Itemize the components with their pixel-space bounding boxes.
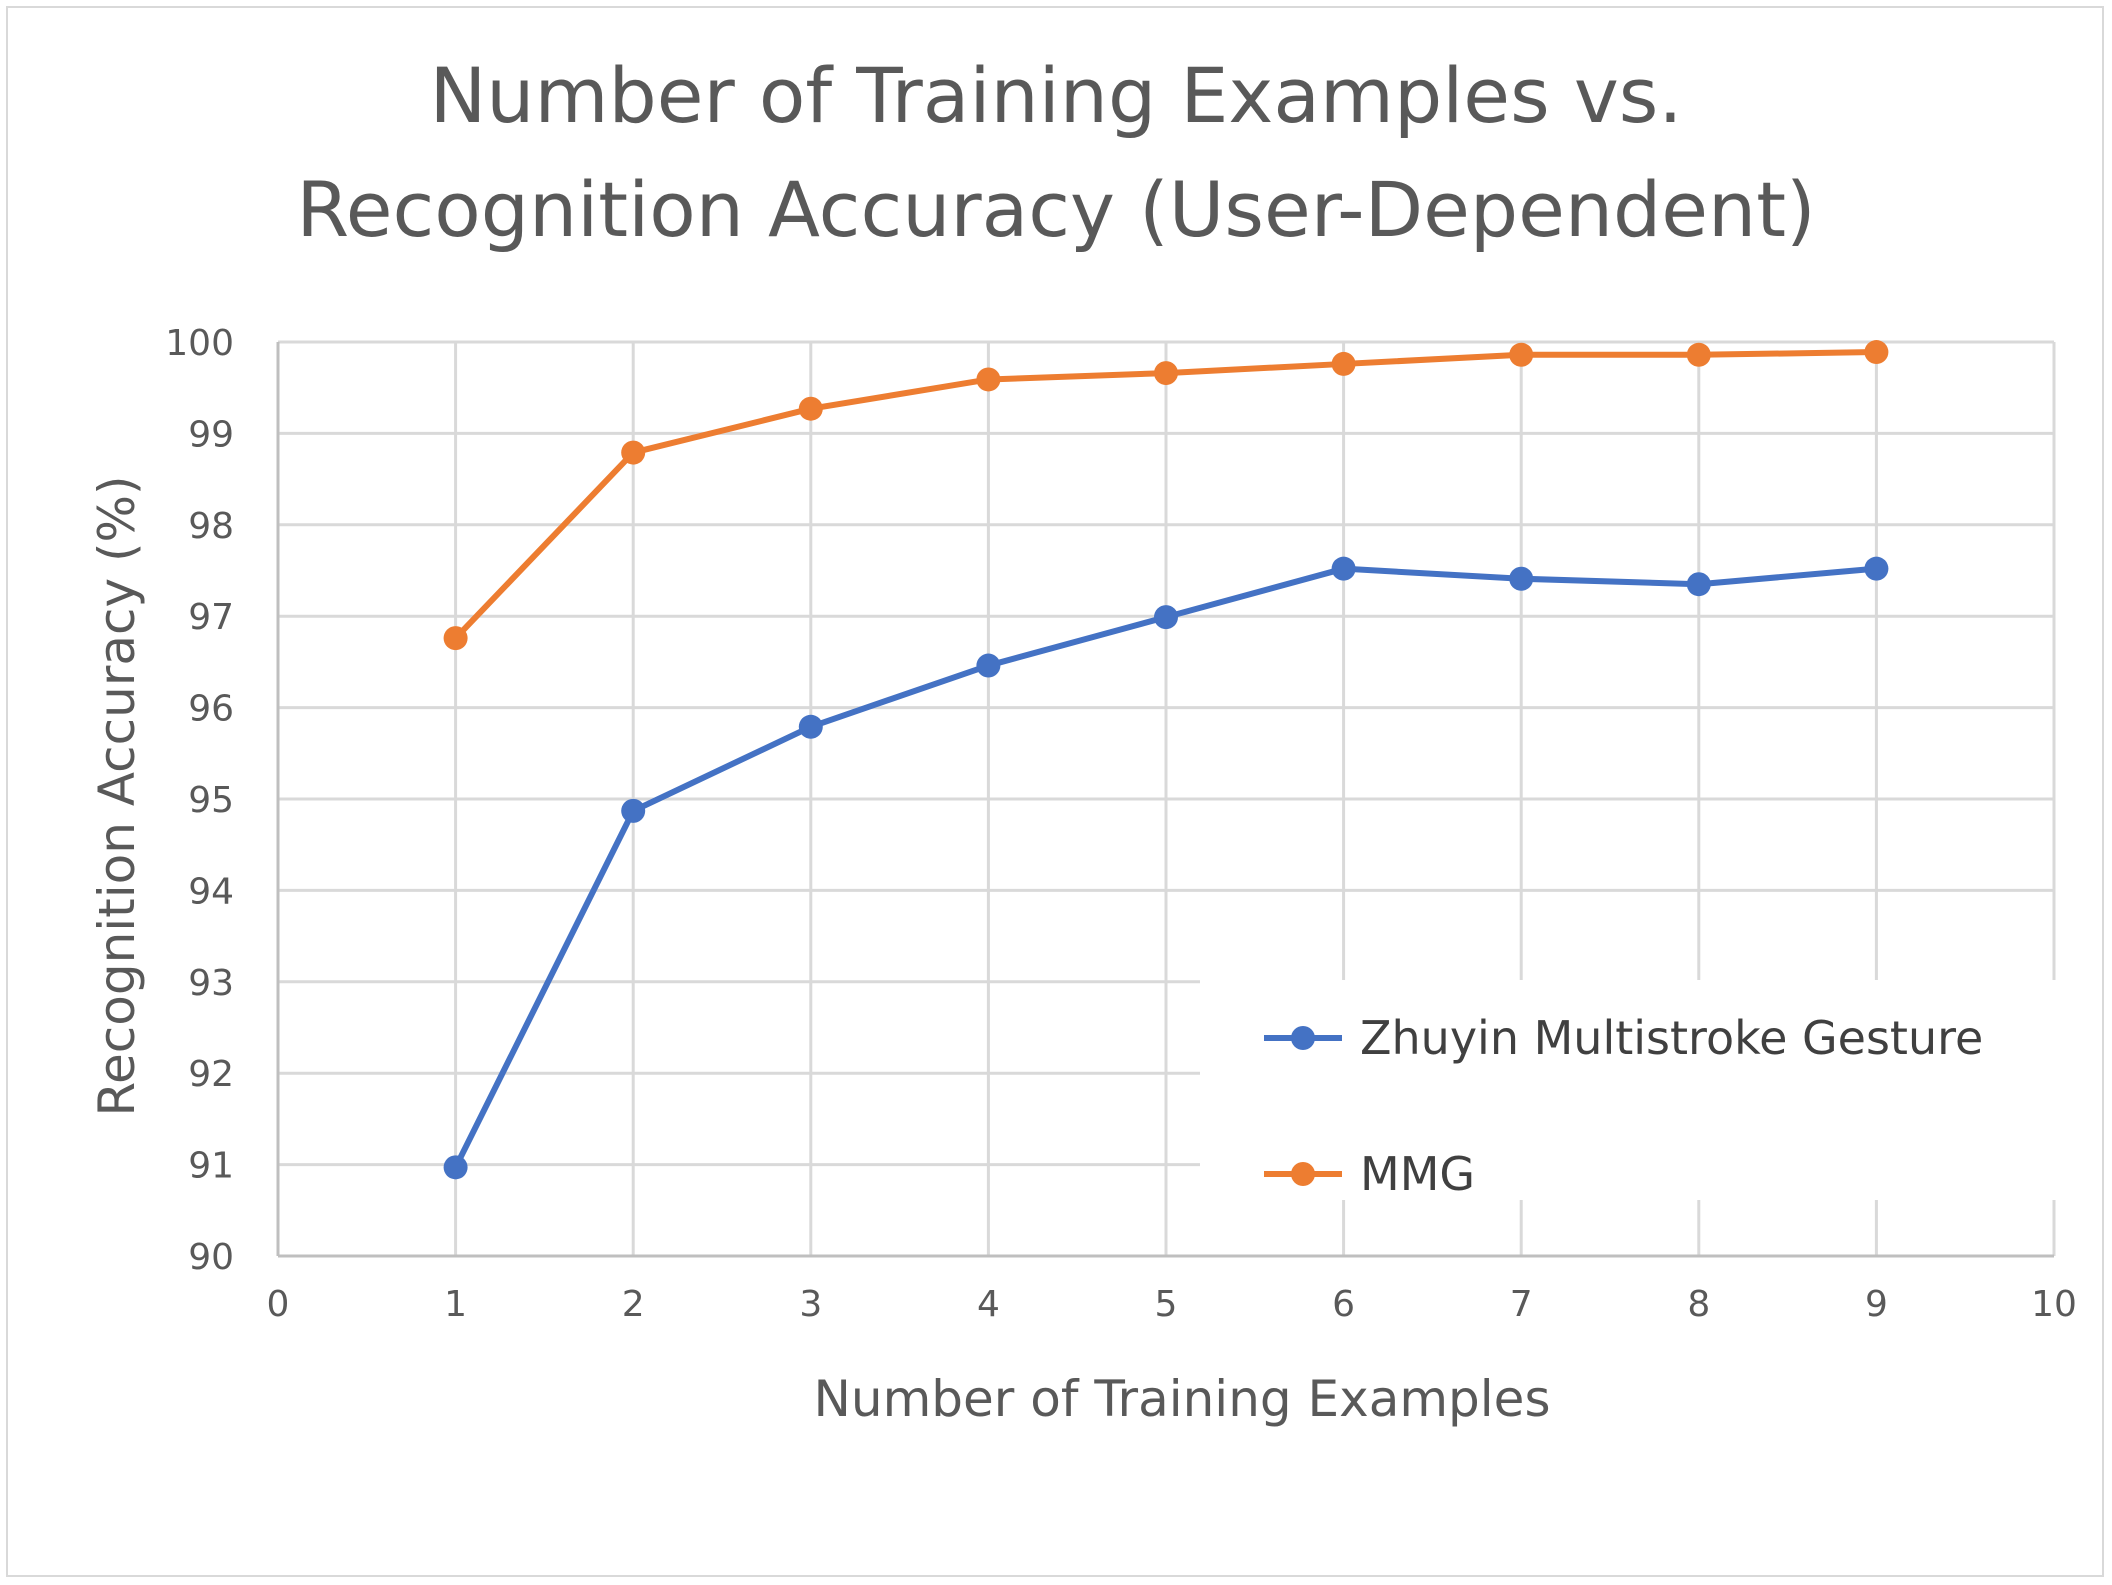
data-point-zhuyin-multistroke-gesture-8 [1686, 572, 1711, 597]
legend-background [1200, 980, 2060, 1200]
x-tick-label-6: 6 [1332, 1284, 1355, 1325]
legend-label-zhuyin: Zhuyin Multistroke Gesture [1360, 1011, 1983, 1065]
y-tick-label-97: 97 [188, 597, 234, 638]
y-tick-label-91: 91 [188, 1146, 234, 1187]
axis-layer [276, 342, 2054, 1258]
data-point-zhuyin-multistroke-gesture-1 [443, 1155, 468, 1180]
data-point-mmg-6 [1331, 351, 1356, 376]
tick-layer: 90 91 92 93 94 95 96 97 98 99 100 0 1 2 3 4 5 6 7 8 9 10 [165, 323, 2077, 1325]
data-point-zhuyin-multistroke-gesture-7 [1509, 566, 1534, 591]
x-axis-title: Number of Training Examples [814, 1370, 1551, 1428]
data-point-mmg-8 [1686, 342, 1711, 367]
x-tick-label-2: 2 [622, 1284, 645, 1325]
chart-title-line-2: Recognition Accuracy (User-Dependent) [296, 165, 1815, 254]
data-point-mmg-4 [976, 367, 1001, 392]
chart-title-line-1: Number of Training Examples vs. [429, 51, 1682, 140]
data-point-mmg-3 [798, 396, 823, 421]
legend-marker-zhuyin [1291, 1026, 1315, 1050]
legend-label-mmg: MMG [1360, 1147, 1475, 1201]
x-tick-label-7: 7 [1510, 1284, 1533, 1325]
data-point-zhuyin-multistroke-gesture-9 [1864, 556, 1889, 581]
y-tick-label-99: 99 [188, 414, 234, 455]
x-tick-label-10: 10 [2031, 1284, 2077, 1325]
legend-marker-mmg [1291, 1162, 1315, 1186]
x-tick-label-4: 4 [977, 1284, 1000, 1325]
y-tick-label-94: 94 [188, 871, 234, 912]
y-axis-title: Recognition Accuracy (%) [88, 475, 146, 1116]
x-tick-label-9: 9 [1865, 1284, 1888, 1325]
y-tick-label-95: 95 [188, 780, 234, 821]
x-tick-label-5: 5 [1155, 1284, 1178, 1325]
legend: Zhuyin Multistroke Gesture MMG [1200, 980, 2060, 1201]
data-point-mmg-9 [1864, 340, 1889, 365]
data-point-zhuyin-multistroke-gesture-2 [621, 798, 646, 823]
y-tick-label-98: 98 [188, 506, 234, 547]
data-point-zhuyin-multistroke-gesture-4 [976, 653, 1001, 678]
y-tick-label-90: 90 [188, 1237, 234, 1278]
y-tick-label-100: 100 [165, 323, 234, 364]
data-point-zhuyin-multistroke-gesture-6 [1331, 556, 1356, 581]
y-tick-label-92: 92 [188, 1054, 234, 1095]
chart-frame [6, 6, 2104, 1577]
y-tick-label-96: 96 [188, 689, 234, 730]
data-point-mmg-1 [443, 626, 468, 651]
x-tick-label-1: 1 [444, 1284, 467, 1325]
series-layer [443, 340, 1889, 1180]
y-tick-label-93: 93 [188, 963, 234, 1004]
data-point-mmg-5 [1154, 361, 1178, 386]
x-tick-label-0: 0 [267, 1284, 290, 1325]
x-tick-label-3: 3 [799, 1284, 822, 1325]
data-point-mmg-2 [621, 440, 646, 465]
data-point-zhuyin-multistroke-gesture-3 [798, 714, 823, 739]
x-tick-label-8: 8 [1687, 1284, 1710, 1325]
data-point-zhuyin-multistroke-gesture-5 [1154, 605, 1178, 630]
data-point-mmg-7 [1509, 342, 1534, 367]
